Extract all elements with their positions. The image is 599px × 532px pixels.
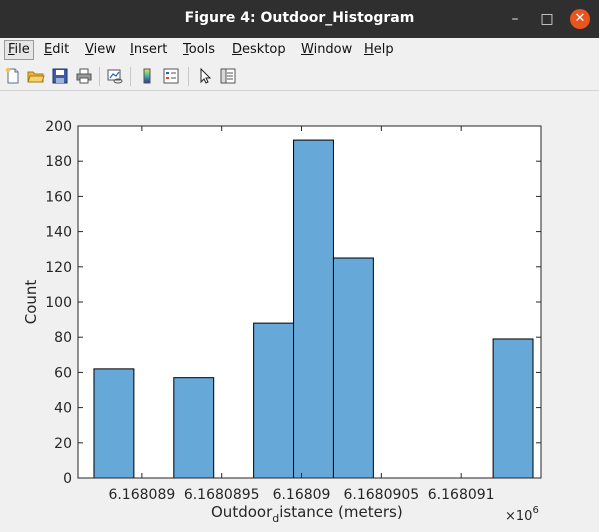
colorbar-icon[interactable] [138, 67, 156, 85]
y-axis-ticks: 0 20 40 60 80 100 120 140 160 180 200 [45, 119, 541, 487]
y-tick-label: 60 [54, 365, 72, 381]
property-inspector-icon[interactable] [219, 67, 237, 85]
maximize-button[interactable]: □ [540, 11, 554, 27]
x-tick-label: 6.16809 [273, 487, 331, 503]
histogram-bar [93, 368, 135, 479]
y-tick-label: 140 [45, 225, 72, 241]
y-tick-label: 200 [45, 119, 72, 135]
legend-icon[interactable] [162, 67, 180, 85]
y-tick-label: 20 [54, 436, 72, 452]
title-bar: Figure 4: Outdoor_Histogram – □ ✕ [0, 0, 599, 38]
open-file-icon[interactable] [27, 67, 45, 85]
y-tick-label: 100 [45, 295, 72, 311]
histogram-bar [173, 377, 215, 479]
y-tick-label: 180 [45, 154, 72, 170]
figure-canvas: 0 20 40 60 80 100 120 140 160 180 200 6.168089 6.16… [0, 91, 599, 528]
menu-bar: File Edit View Insert Tools Desktop Wind… [0, 38, 599, 91]
menu-tools[interactable]: Tools [183, 42, 216, 57]
histogram-bar [253, 322, 295, 479]
menu-help[interactable]: Help [364, 42, 394, 57]
menu-edit[interactable]: Edit [44, 42, 70, 57]
y-tick-label: 160 [45, 189, 72, 205]
x-tick-label: 6.168089 [108, 487, 175, 503]
histogram-bar [293, 139, 334, 479]
new-figure-icon[interactable] [4, 67, 22, 85]
x-tick-label: 6.1680895 [184, 487, 260, 503]
x-tick-label: 6.1680905 [343, 487, 419, 503]
menu-insert[interactable]: Insert [130, 42, 168, 57]
toolbar-separator [99, 67, 100, 86]
save-icon[interactable] [51, 67, 69, 85]
menu-view[interactable]: View [85, 42, 116, 57]
x-tick-label: 6.168091 [428, 487, 495, 503]
toolbar-separator [130, 67, 131, 86]
y-tick-label: 40 [54, 401, 72, 417]
edit-plot-icon[interactable] [196, 67, 214, 85]
window-title: Figure 4: Outdoor_Histogram [184, 10, 415, 26]
x-axis-exponent: ×106 [505, 505, 539, 524]
histogram-bar [492, 338, 534, 479]
close-button[interactable]: ✕ [570, 9, 590, 29]
y-tick-label: 80 [54, 330, 72, 346]
menu-file[interactable]: File [4, 40, 34, 60]
x-axis-ticks: 6.168089 6.1680895 6.16809 6.1680905 6.16809… [108, 126, 495, 503]
histogram-bar [332, 257, 374, 479]
link-plot-icon[interactable] [106, 67, 124, 85]
minimize-button[interactable]: – [511, 11, 519, 27]
y-tick-label: 0 [63, 471, 72, 487]
print-icon[interactable] [75, 67, 93, 85]
menu-window[interactable]: Window [301, 42, 353, 57]
y-tick-label: 120 [45, 260, 72, 276]
figure-toolbar [0, 62, 599, 91]
x-axis-label: Outdoordistance (meters) [211, 503, 403, 525]
y-axis-label: Count [22, 280, 40, 325]
toolbar-separator [188, 67, 189, 86]
menu-desktop[interactable]: Desktop [232, 42, 286, 57]
